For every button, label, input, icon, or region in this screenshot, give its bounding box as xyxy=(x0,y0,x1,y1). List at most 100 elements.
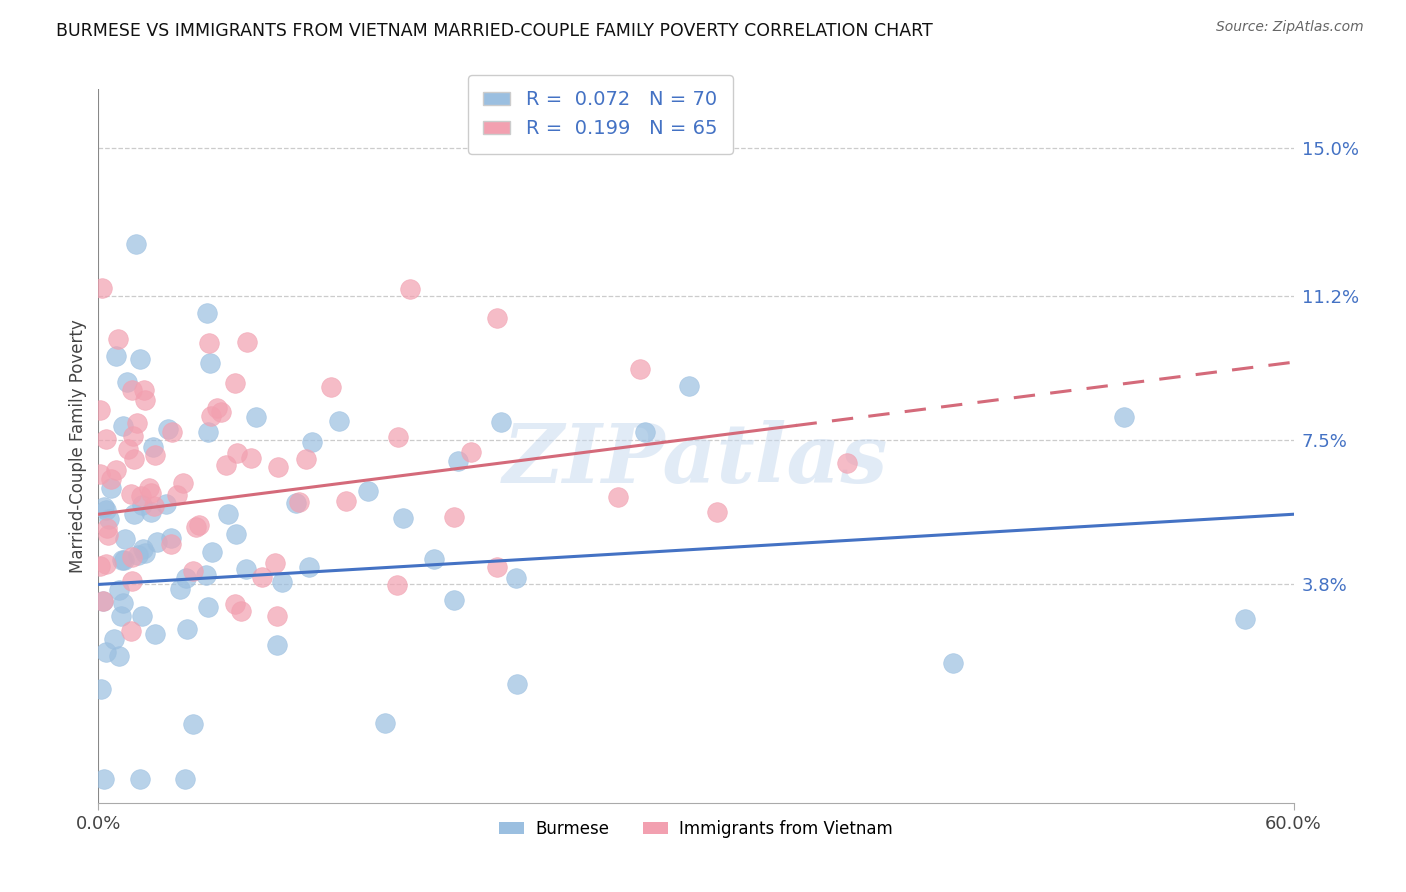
Point xyxy=(159,537,181,551)
Point xyxy=(240,450,263,465)
Point xyxy=(298,560,321,574)
Point xyxy=(225,527,247,541)
Point xyxy=(447,454,470,468)
Point xyxy=(134,392,156,407)
Point xyxy=(121,574,143,588)
Point xyxy=(197,425,219,439)
Point xyxy=(485,310,508,325)
Point xyxy=(131,498,153,512)
Point xyxy=(176,622,198,636)
Point xyxy=(200,409,222,424)
Point xyxy=(491,415,513,429)
Point xyxy=(198,336,221,351)
Point xyxy=(301,435,323,450)
Point xyxy=(200,545,222,559)
Point xyxy=(105,350,128,364)
Y-axis label: Married-Couple Family Poverty: Married-Couple Family Poverty xyxy=(69,319,87,573)
Point xyxy=(134,384,156,398)
Point xyxy=(132,542,155,557)
Point xyxy=(195,306,218,320)
Point xyxy=(120,624,142,638)
Text: ZIPatlas: ZIPatlas xyxy=(503,420,889,500)
Point xyxy=(114,533,136,547)
Point xyxy=(100,481,122,495)
Point xyxy=(107,648,129,663)
Point xyxy=(115,375,138,389)
Point xyxy=(122,452,145,467)
Point xyxy=(121,550,143,565)
Point xyxy=(200,357,222,371)
Point xyxy=(98,512,121,526)
Point xyxy=(837,456,859,470)
Point xyxy=(224,597,246,611)
Point xyxy=(235,562,257,576)
Point xyxy=(114,553,136,567)
Point xyxy=(194,568,217,582)
Point xyxy=(678,379,700,393)
Point xyxy=(91,593,114,607)
Point xyxy=(128,351,150,366)
Point xyxy=(287,495,309,509)
Point xyxy=(460,445,482,459)
Point xyxy=(398,282,420,296)
Point xyxy=(225,446,247,460)
Point xyxy=(120,487,142,501)
Point xyxy=(174,571,197,585)
Point xyxy=(443,510,465,524)
Point xyxy=(94,557,117,571)
Point xyxy=(107,582,129,597)
Point xyxy=(96,432,118,446)
Point xyxy=(183,564,205,578)
Point xyxy=(205,401,228,416)
Point xyxy=(443,593,465,607)
Point xyxy=(184,520,207,534)
Point xyxy=(122,429,145,443)
Point xyxy=(127,416,149,430)
Point xyxy=(166,488,188,502)
Point xyxy=(93,772,115,787)
Point xyxy=(111,419,134,434)
Point xyxy=(91,281,114,295)
Point xyxy=(111,553,134,567)
Text: Source: ZipAtlas.com: Source: ZipAtlas.com xyxy=(1216,20,1364,34)
Point xyxy=(94,503,117,517)
Point xyxy=(97,528,120,542)
Point xyxy=(266,638,288,652)
Point xyxy=(93,500,115,515)
Point xyxy=(284,496,307,510)
Point xyxy=(252,569,274,583)
Text: BURMESE VS IMMIGRANTS FROM VIETNAM MARRIED-COUPLE FAMILY POVERTY CORRELATION CHA: BURMESE VS IMMIGRANTS FROM VIETNAM MARRI… xyxy=(56,22,934,40)
Legend: Burmese, Immigrants from Vietnam: Burmese, Immigrants from Vietnam xyxy=(492,814,900,845)
Point xyxy=(942,656,965,670)
Point xyxy=(127,548,149,562)
Point xyxy=(96,645,118,659)
Point xyxy=(319,380,342,394)
Point xyxy=(505,571,527,585)
Point xyxy=(122,507,145,521)
Point xyxy=(271,574,294,589)
Point xyxy=(146,535,169,549)
Point xyxy=(134,546,156,560)
Point xyxy=(91,593,114,607)
Point xyxy=(141,486,163,500)
Point xyxy=(628,361,651,376)
Point xyxy=(90,682,112,697)
Point xyxy=(224,376,246,390)
Point xyxy=(141,505,163,519)
Point xyxy=(634,425,657,439)
Point xyxy=(1112,410,1135,425)
Point xyxy=(236,335,259,350)
Point xyxy=(117,442,139,456)
Point xyxy=(229,604,252,618)
Point xyxy=(215,458,238,473)
Point xyxy=(100,472,122,486)
Point xyxy=(131,609,153,624)
Point xyxy=(374,715,396,730)
Point xyxy=(422,551,444,566)
Point xyxy=(160,531,183,545)
Point xyxy=(267,459,290,474)
Point xyxy=(209,405,232,419)
Point xyxy=(506,677,529,691)
Point xyxy=(89,403,111,417)
Point xyxy=(264,556,287,570)
